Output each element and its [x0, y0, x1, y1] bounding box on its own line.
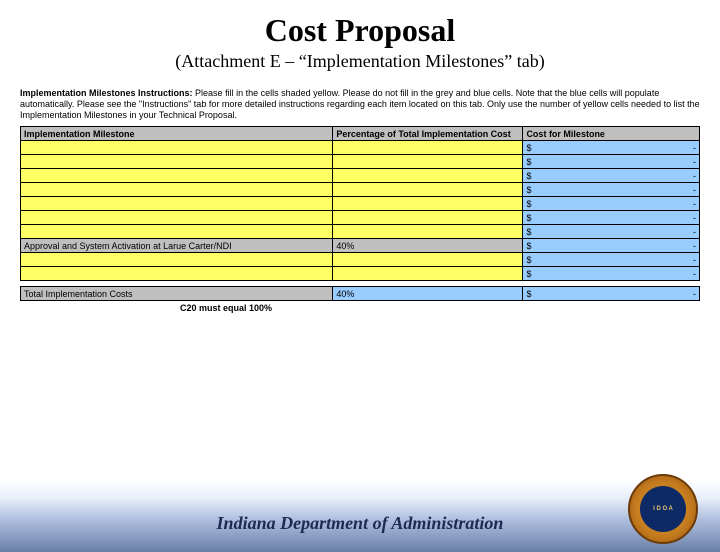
total-percent: 40% — [333, 287, 523, 301]
table-row: $- — [21, 155, 700, 169]
percent-cell[interactable] — [333, 183, 523, 197]
milestone-cell[interactable] — [21, 267, 333, 281]
validation-note: C20 must equal 100% — [180, 303, 700, 313]
table-row: $- — [21, 211, 700, 225]
cost-value: - — [693, 241, 696, 251]
cost-cell: $- — [523, 183, 700, 197]
cost-value: - — [693, 171, 696, 181]
cost-cell: $- — [523, 211, 700, 225]
milestone-cell[interactable] — [21, 197, 333, 211]
table-row: $- — [21, 197, 700, 211]
currency-symbol: $ — [526, 213, 531, 223]
milestones-table: Implementation Milestone Percentage of T… — [20, 126, 700, 301]
percent-cell: 40% — [333, 239, 523, 253]
percent-cell[interactable] — [333, 267, 523, 281]
total-label: Total Implementation Costs — [21, 287, 333, 301]
currency-symbol: $ — [526, 143, 531, 153]
currency-symbol: $ — [526, 185, 531, 195]
milestone-cell[interactable] — [21, 253, 333, 267]
cost-value: - — [693, 269, 696, 279]
table-row: Approval and System Activation at Larue … — [21, 239, 700, 253]
footer-text: Indiana Department of Administration — [0, 513, 720, 534]
page-subtitle: (Attachment E – “Implementation Mileston… — [0, 51, 720, 72]
cost-value: - — [693, 227, 696, 237]
col-header-percent: Percentage of Total Implementation Cost — [333, 127, 523, 141]
table-row: $- — [21, 169, 700, 183]
cost-cell: $- — [523, 225, 700, 239]
cost-cell: $- — [523, 253, 700, 267]
cost-cell: $- — [523, 155, 700, 169]
total-cost: $ - — [523, 287, 700, 301]
currency-symbol: $ — [526, 157, 531, 167]
currency-symbol: $ — [526, 227, 531, 237]
table-row: $- — [21, 225, 700, 239]
percent-cell[interactable] — [333, 141, 523, 155]
milestone-cell[interactable] — [21, 225, 333, 239]
currency-symbol: $ — [526, 241, 531, 251]
cost-cell: $- — [523, 239, 700, 253]
milestone-cell[interactable] — [21, 183, 333, 197]
table-row: $- — [21, 141, 700, 155]
cost-cell: $- — [523, 267, 700, 281]
table-row: $- — [21, 267, 700, 281]
milestone-cell[interactable] — [21, 141, 333, 155]
cost-cell: $- — [523, 141, 700, 155]
cost-value: - — [693, 143, 696, 153]
cost-value: - — [693, 213, 696, 223]
seal-initials: I D O A — [653, 506, 673, 512]
cost-value: - — [693, 157, 696, 167]
cost-value: - — [693, 255, 696, 265]
milestone-cell: Approval and System Activation at Larue … — [21, 239, 333, 253]
instructions-block: Implementation Milestones Instructions: … — [20, 88, 700, 120]
percent-cell[interactable] — [333, 253, 523, 267]
instructions-label: Implementation Milestones Instructions: — [20, 88, 193, 98]
col-header-cost: Cost for Milestone — [523, 127, 700, 141]
milestone-cell[interactable] — [21, 169, 333, 183]
seal-inner-circle: I D O A — [640, 486, 686, 532]
cost-value: - — [693, 289, 696, 299]
percent-cell[interactable] — [333, 169, 523, 183]
percent-cell[interactable] — [333, 197, 523, 211]
page-title: Cost Proposal — [0, 12, 720, 49]
total-row: Total Implementation Costs 40% $ - — [21, 287, 700, 301]
cost-value: - — [693, 199, 696, 209]
currency-symbol: $ — [526, 289, 531, 299]
agency-seal-icon: I D O A — [628, 474, 698, 544]
table-row: $- — [21, 253, 700, 267]
cost-value: - — [693, 185, 696, 195]
percent-cell[interactable] — [333, 225, 523, 239]
table-row: $- — [21, 183, 700, 197]
col-header-milestone: Implementation Milestone — [21, 127, 333, 141]
percent-cell[interactable] — [333, 155, 523, 169]
table-header-row: Implementation Milestone Percentage of T… — [21, 127, 700, 141]
currency-symbol: $ — [526, 269, 531, 279]
milestone-cell[interactable] — [21, 211, 333, 225]
milestone-cell[interactable] — [21, 155, 333, 169]
currency-symbol: $ — [526, 255, 531, 265]
cost-cell: $- — [523, 197, 700, 211]
currency-symbol: $ — [526, 171, 531, 181]
cost-cell: $- — [523, 169, 700, 183]
currency-symbol: $ — [526, 199, 531, 209]
percent-cell[interactable] — [333, 211, 523, 225]
